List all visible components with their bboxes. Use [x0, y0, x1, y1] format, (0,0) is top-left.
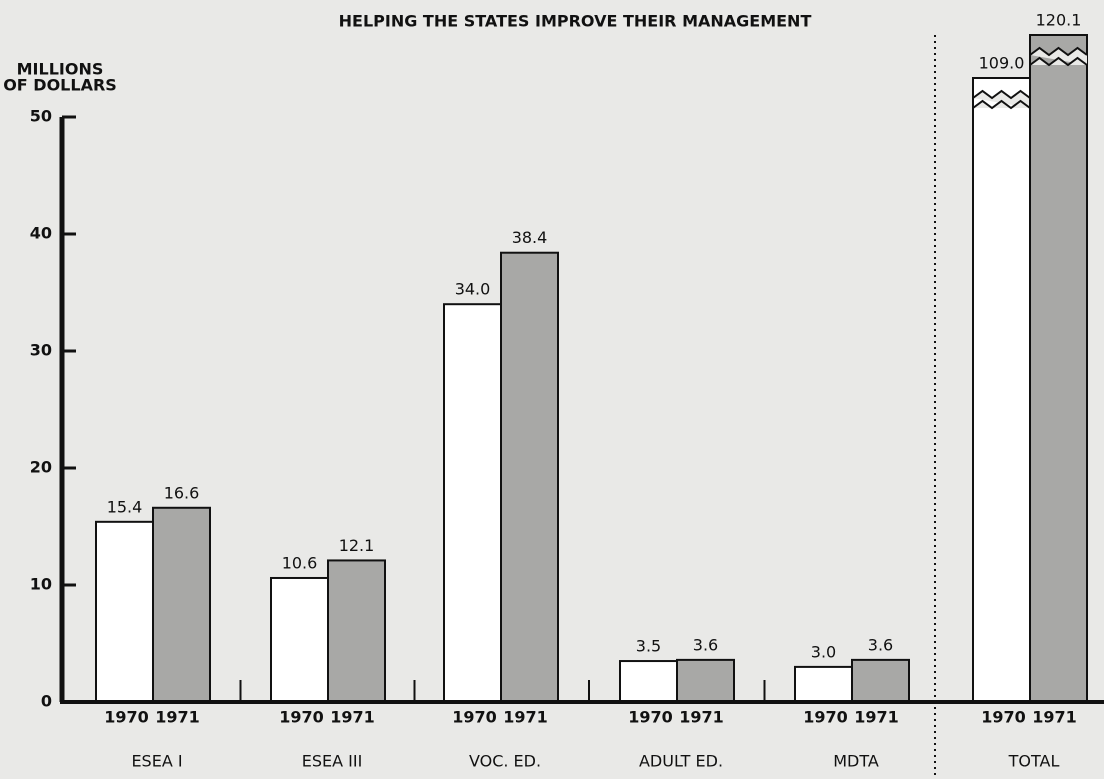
y-axis-label: MILLIONS [17, 60, 104, 79]
x-tick-label: MDTA [833, 752, 879, 771]
y-tick-label: 0 [41, 692, 52, 711]
legend-label: 1970 [981, 708, 1026, 727]
bar [443, 303, 502, 703]
value-label: 10.6 [282, 553, 318, 572]
y-tick-label: 30 [30, 341, 52, 360]
legend-label: 1971 [330, 708, 375, 727]
bar [794, 665, 853, 704]
x-tick-label: ESEA III [302, 752, 363, 771]
axis-break [972, 99, 1031, 110]
value-label: 109.0 [979, 54, 1025, 73]
value-label: 3.5 [636, 637, 661, 656]
legend-label: 1970 [452, 708, 497, 727]
y-tick-label: 20 [30, 458, 52, 477]
x-tick-label: ADULT ED. [639, 752, 723, 771]
bar [676, 658, 735, 704]
x-tick-label: VOC. ED. [469, 752, 541, 771]
value-label: 16.6 [164, 483, 200, 502]
legend-label: 1971 [854, 708, 899, 727]
legend-label: 1971 [1032, 708, 1077, 727]
bar [270, 576, 329, 703]
bar [1029, 34, 1088, 703]
y-tick-label: 10 [30, 575, 52, 594]
axis-break [1030, 48, 1087, 65]
x-tick-label: ESEA I [131, 752, 182, 771]
value-label: 3.6 [693, 635, 718, 654]
legend-label: 1971 [503, 708, 548, 727]
legend-label: 1970 [628, 708, 673, 727]
axis-break [1029, 56, 1088, 67]
legend-label: 1970 [803, 708, 848, 727]
chart-title: HELPING THE STATES IMPROVE THEIR MANAGEM… [339, 12, 812, 31]
bar [500, 251, 559, 703]
value-label: 120.1 [1036, 11, 1082, 30]
axis-break [1029, 46, 1088, 57]
legend-label: 1970 [279, 708, 324, 727]
legend-label: 1971 [155, 708, 200, 727]
x-tick-label: TOTAL [1008, 752, 1060, 771]
bar [95, 520, 154, 703]
y-axis-label: OF DOLLARS [3, 76, 117, 95]
axis-break [972, 89, 1031, 100]
bar [972, 77, 1031, 703]
bar [152, 506, 211, 703]
value-label: 34.0 [455, 280, 491, 299]
bar [851, 658, 910, 704]
value-label: 12.1 [339, 536, 375, 555]
y-tick-label: 50 [30, 107, 52, 126]
value-label: 38.4 [512, 228, 548, 247]
bar [619, 660, 678, 703]
value-label: 15.4 [107, 497, 143, 516]
value-label: 3.6 [868, 635, 893, 654]
bar [327, 559, 386, 703]
legend-label: 1970 [104, 708, 149, 727]
y-tick-label: 40 [30, 224, 52, 243]
value-label: 3.0 [811, 642, 836, 661]
legend-label: 1971 [679, 708, 724, 727]
